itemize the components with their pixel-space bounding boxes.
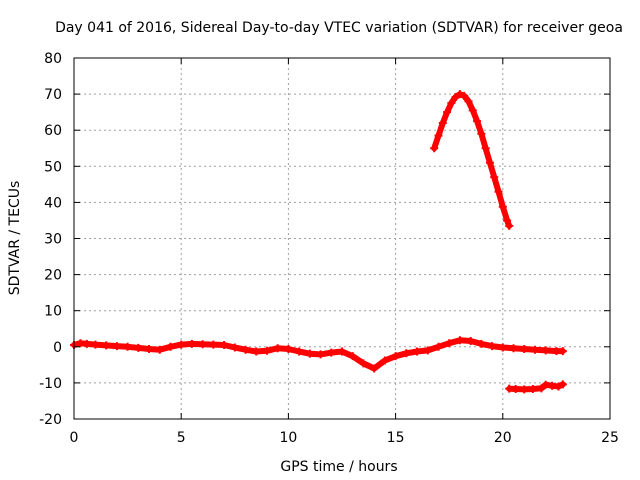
- data-point: [503, 216, 512, 225]
- data-point: [413, 347, 422, 356]
- data-point: [468, 106, 477, 115]
- data-point: [558, 380, 567, 389]
- data-point: [230, 343, 239, 352]
- data-point: [82, 339, 91, 348]
- data-point: [464, 97, 473, 106]
- data-point: [273, 344, 282, 353]
- x-tick-label: 25: [601, 430, 619, 446]
- y-tick-label: 40: [44, 195, 62, 211]
- data-point: [112, 342, 121, 351]
- y-tick-label: 0: [53, 340, 62, 356]
- data-point: [455, 90, 464, 99]
- y-tick-label: 30: [44, 232, 62, 248]
- data-point: [466, 337, 475, 346]
- data-point: [498, 343, 507, 352]
- data-point: [460, 91, 469, 100]
- data-point: [305, 349, 314, 358]
- data-point: [430, 144, 439, 153]
- data-point: [528, 385, 537, 394]
- plot-data: [70, 90, 567, 394]
- data-point: [423, 346, 432, 355]
- data-point: [370, 364, 379, 373]
- y-tick-label: -10: [39, 376, 62, 392]
- data-point: [391, 352, 400, 361]
- data-point: [359, 359, 368, 368]
- x-tick-label: 20: [494, 430, 512, 446]
- data-point: [91, 340, 100, 349]
- data-point: [494, 187, 503, 196]
- axis-ticks: 0 5 10 15 20 25 -20 -10 0 10 20 30 40 50 60 70 80: [39, 51, 619, 446]
- x-tick-label: 5: [177, 430, 186, 446]
- data-point: [537, 384, 546, 393]
- data-point: [102, 341, 111, 350]
- data-point: [498, 202, 507, 211]
- data-point: [451, 92, 460, 101]
- series-afternoon-arc: [431, 91, 513, 229]
- data-point: [477, 129, 486, 138]
- data-point: [177, 340, 186, 349]
- data-point: [490, 173, 499, 182]
- data-point: [262, 346, 271, 355]
- data-point: [348, 352, 357, 361]
- data-point: [541, 380, 550, 389]
- data-point: [505, 221, 514, 230]
- data-point: [209, 340, 218, 349]
- data-point: [220, 340, 229, 349]
- data-point: [327, 348, 336, 357]
- data-point: [402, 349, 411, 358]
- data-point: [473, 117, 482, 126]
- data-point: [554, 382, 563, 391]
- data-point: [145, 344, 154, 353]
- data-point: [434, 131, 443, 140]
- data-point: [434, 342, 443, 351]
- data-point: [241, 345, 250, 354]
- y-axis-label: SDTVAR / TECUs: [7, 181, 23, 296]
- grid: [74, 58, 610, 419]
- data-point: [198, 340, 207, 349]
- data-point: [485, 158, 494, 167]
- data-point: [134, 343, 143, 352]
- data-point: [155, 345, 164, 354]
- y-tick-label: 10: [44, 304, 62, 320]
- data-point: [541, 346, 550, 355]
- data-point: [123, 342, 132, 351]
- data-point: [520, 385, 529, 394]
- data-point: [488, 342, 497, 351]
- y-tick-label: 80: [44, 51, 62, 67]
- data-point: [445, 339, 454, 348]
- chart-title: Day 041 of 2016, Sidereal Day-to-day VTE…: [55, 20, 623, 36]
- x-axis-label: GPS time / hours: [280, 459, 397, 475]
- data-point: [520, 344, 529, 353]
- data-point: [481, 144, 490, 153]
- x-tick-label: 15: [387, 430, 405, 446]
- data-point: [166, 342, 175, 351]
- x-tick-label: 0: [70, 430, 79, 446]
- data-point: [316, 350, 325, 359]
- y-tick-label: 70: [44, 87, 62, 103]
- y-tick-label: -20: [39, 412, 62, 428]
- data-point: [284, 344, 293, 353]
- data-point: [380, 356, 389, 365]
- data-point: [252, 347, 261, 356]
- data-point: [443, 108, 452, 117]
- y-tick-label: 60: [44, 123, 62, 139]
- data-point: [509, 344, 518, 353]
- data-point: [511, 385, 520, 394]
- y-tick-label: 50: [44, 159, 62, 175]
- data-point: [558, 347, 567, 356]
- y-tick-label: 20: [44, 268, 62, 284]
- data-point: [477, 339, 486, 348]
- data-point: [187, 339, 196, 348]
- data-point: [295, 347, 304, 356]
- data-point: [338, 347, 346, 356]
- data-point: [455, 336, 464, 345]
- x-tick-label: 10: [279, 430, 297, 446]
- data-point: [438, 118, 447, 127]
- data-point: [447, 99, 456, 108]
- data-point: [530, 345, 539, 354]
